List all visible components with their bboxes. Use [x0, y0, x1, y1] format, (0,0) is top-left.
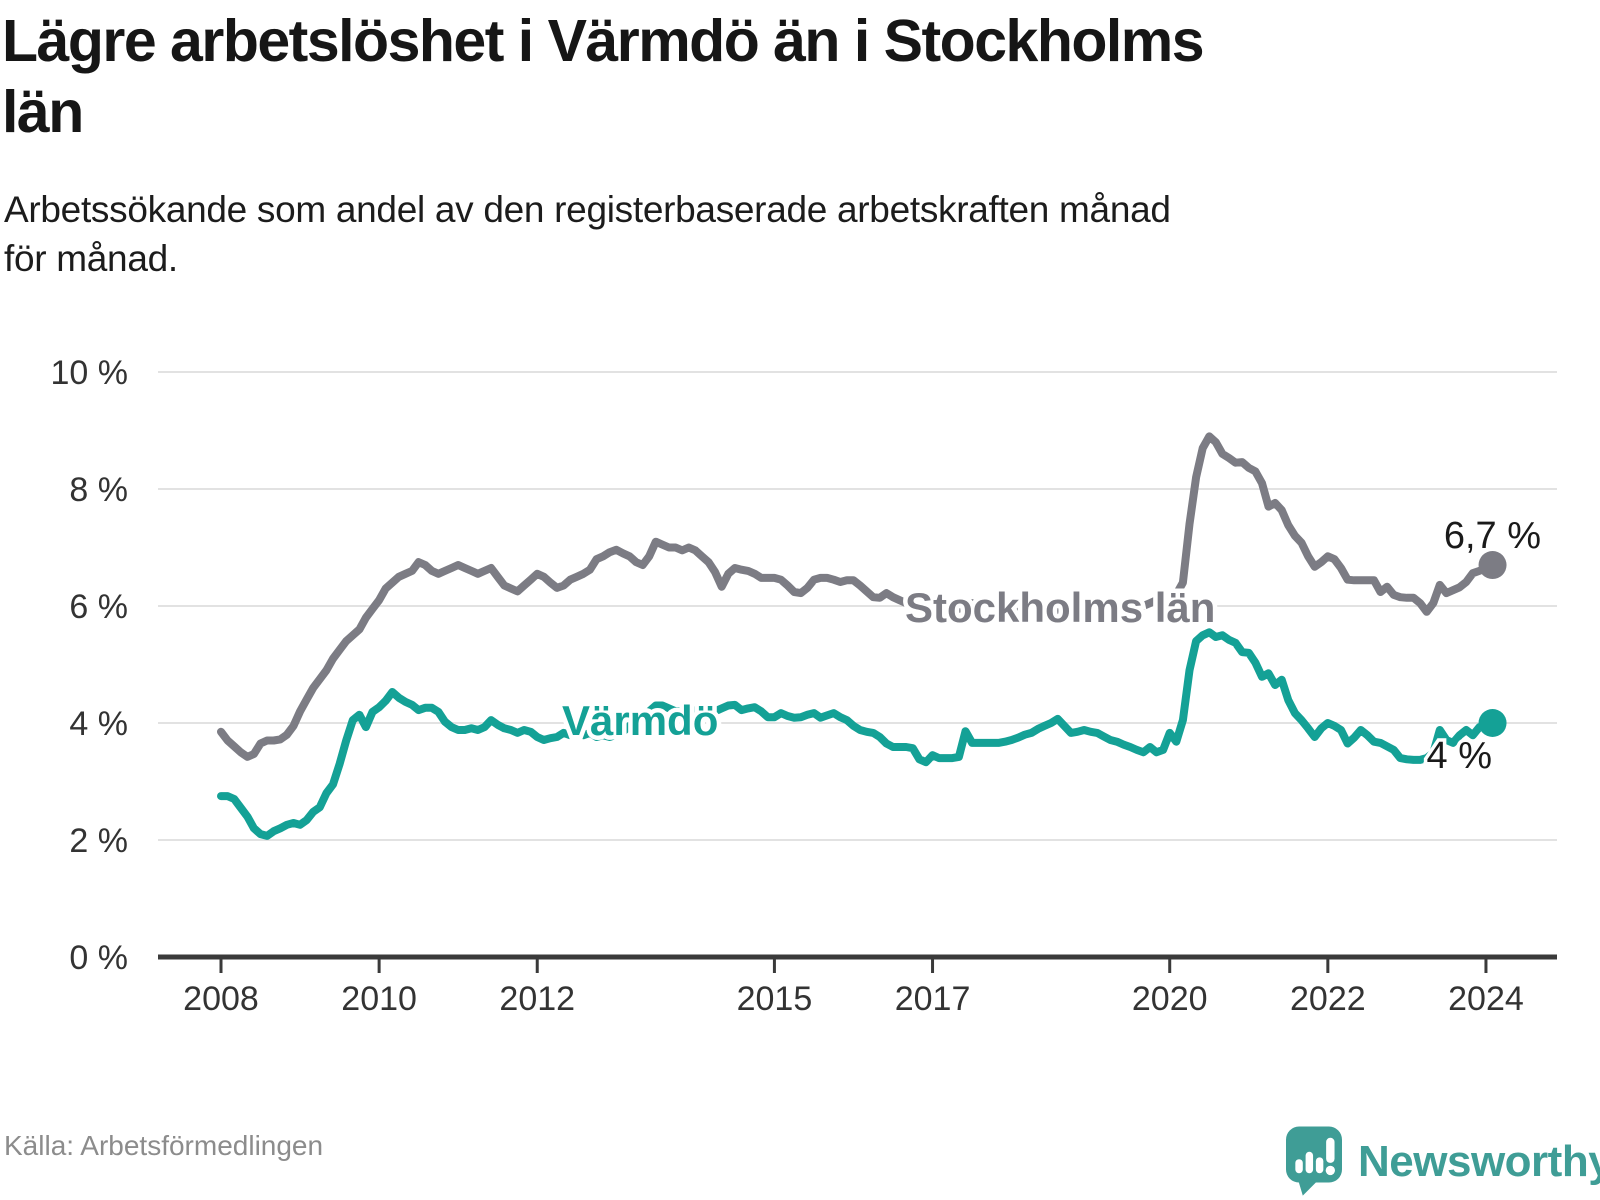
series-label-v-rmd-: Värmdö — [562, 697, 718, 744]
x-tick-label-2020: 2020 — [1132, 980, 1208, 1018]
subtitle-line-2: för månad. — [4, 237, 178, 279]
title-line-2: län — [2, 79, 84, 146]
series-end-dot-stockholms-l-n — [1478, 551, 1507, 580]
newsworthy-logo-icon — [1286, 1126, 1342, 1196]
series-line-stockholms-l-n — [217, 432, 1497, 761]
newsworthy-logo-text: Newsworthy — [1358, 1137, 1600, 1186]
x-tick-label-2022: 2022 — [1290, 980, 1366, 1018]
x-tick-label-2017: 2017 — [895, 980, 971, 1018]
y-tick-label-10: 10 % — [51, 354, 129, 392]
x-tick-label-2012: 2012 — [499, 980, 575, 1018]
title-line-1: Lägre arbetslöshet i Värmdö än i Stockho… — [2, 8, 1205, 74]
series-label-stockholms-l-n: Stockholms län — [905, 584, 1215, 631]
y-tick-label-2: 2 % — [69, 822, 128, 860]
page-subtitle: Arbetssökande som andel av den registerb… — [4, 186, 1564, 284]
y-tick-label-4: 4 % — [69, 705, 128, 743]
y-tick-label-6: 6 % — [69, 588, 128, 626]
y-tick-label-0: 0 % — [69, 939, 128, 977]
x-tick-label-2024: 2024 — [1448, 980, 1524, 1018]
subtitle-line-1: Arbetssökande som andel av den registerb… — [4, 189, 1171, 230]
series-end-dot-v-rmd- — [1478, 709, 1507, 737]
x-tick-label-2008: 2008 — [183, 980, 259, 1018]
page-title: Lägre arbetslöshet i Värmdö än i Stockho… — [2, 6, 1562, 149]
x-tick-label-2015: 2015 — [737, 980, 813, 1018]
x-tick-label-2010: 2010 — [341, 980, 417, 1018]
source-note: Källa: Arbetsförmedlingen — [4, 1130, 324, 1161]
series-end-label-stockholms-l-n: 6,7 % — [1444, 515, 1541, 557]
series-end-label-v-rmd-: 4 % — [1427, 735, 1492, 777]
y-tick-label-8: 8 % — [69, 471, 128, 509]
newsworthy-logo: Newsworthy — [1286, 1126, 1600, 1198]
series-line-v-rmd- — [217, 628, 1497, 840]
